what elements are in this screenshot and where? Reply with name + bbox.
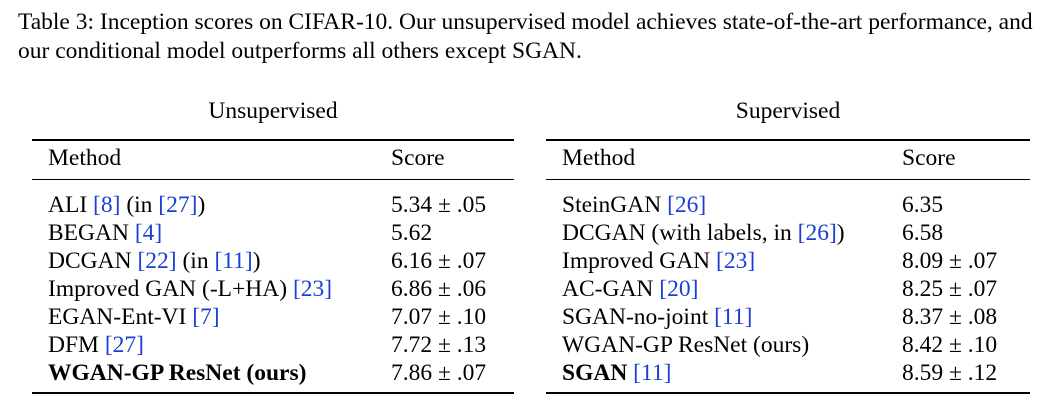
method-text: BEGAN — [48, 220, 135, 246]
method-cell: SGAN [11] — [546, 359, 902, 387]
citation-link[interactable]: [4] — [134, 220, 163, 246]
table-row: Improved GAN (-L+HA) [23] 6.86 ± .06 — [32, 275, 514, 303]
citation-link[interactable]: [22] — [137, 248, 177, 274]
table-row: Improved GAN [23] 8.09 ± .07 — [546, 247, 1030, 275]
table-row: WGAN-GP ResNet (ours) 7.86 ± .07 — [32, 359, 514, 387]
citation-link[interactable]: [26] — [797, 220, 837, 246]
score-cell: 8.37 ± .08 — [902, 304, 998, 330]
bottom-rule — [546, 392, 1030, 394]
unsupervised-table: Unsupervised Method Score ALI [8] (in [2… — [32, 96, 514, 394]
table-row: ALI [8] (in [27]) 5.34 ± .05 — [32, 191, 514, 219]
method-text: ) — [836, 220, 845, 246]
table-row: DCGAN (with labels, in [26]) 6.58 — [546, 219, 1030, 247]
mid-rule — [32, 179, 514, 180]
score-cell: 5.34 ± .05 — [391, 192, 487, 218]
top-rule — [32, 139, 514, 141]
score-cell: 6.86 ± .06 — [391, 276, 487, 302]
method-text: (in — [176, 248, 215, 274]
table-body: SteinGAN [26] 6.35 DCGAN (with labels, in … — [546, 180, 1030, 387]
method-cell: EGAN-Ent-VI [7] — [32, 303, 391, 331]
citation-link[interactable]: [11] — [714, 304, 753, 330]
score-cell: 8.42 ± .10 — [902, 332, 998, 358]
score-cell: 5.62 — [391, 220, 433, 246]
citation-link[interactable]: [26] — [667, 192, 707, 218]
score-cell: 8.59 ± .12 — [902, 360, 998, 386]
citation-link[interactable]: [7] — [192, 304, 220, 330]
citation-link[interactable]: [20] — [659, 276, 699, 302]
table-row: DFM [27] 7.72 ± .13 — [32, 331, 514, 359]
mid-rule — [546, 179, 1030, 180]
citation-link[interactable]: [27] — [104, 332, 144, 358]
method-text: SGAN-no-joint — [562, 304, 715, 330]
supervised-table: Supervised Method Score SteinGAN [26] 6.3… — [546, 96, 1030, 394]
method-text: WGAN-GP ResNet (ours) — [562, 332, 810, 358]
score-cell: 7.86 ± .07 — [391, 360, 487, 386]
table-row: SGAN [11] 8.59 ± .12 — [546, 359, 1030, 387]
method-cell: Improved GAN (-L+HA) [23] — [32, 275, 391, 303]
method-text: Improved GAN (-L+HA) — [48, 276, 293, 302]
score-cell: 8.25 ± .07 — [902, 276, 998, 302]
column-header-score: Score — [902, 145, 956, 171]
table-row: DCGAN [22] (in [11]) 6.16 ± .07 — [32, 247, 514, 275]
header-row: Method Score — [546, 141, 1030, 175]
citation-link[interactable]: [27] — [158, 192, 198, 218]
method-text: SteinGAN — [562, 192, 668, 218]
method-text: EGAN-Ent-VI — [48, 304, 193, 330]
score-cell: 7.72 ± .13 — [391, 332, 487, 358]
method-text: ) — [252, 248, 261, 274]
table-title: Unsupervised — [208, 98, 338, 124]
score-cell: 8.09 ± .07 — [902, 248, 998, 274]
method-text: (in — [120, 192, 159, 218]
column-header-method: Method — [562, 145, 636, 171]
method-cell: DFM [27] — [32, 331, 391, 359]
score-cell: 6.58 — [902, 220, 944, 246]
method-cell: AC-GAN [20] — [546, 275, 902, 303]
table-title: Supervised — [735, 98, 841, 124]
method-cell: BEGAN [4] — [32, 219, 391, 247]
score-cell: 6.35 — [902, 192, 944, 218]
column-header-method: Method — [48, 145, 122, 171]
method-cell: Improved GAN [23] — [546, 247, 902, 275]
method-cell: WGAN-GP ResNet (ours) — [32, 359, 391, 387]
method-text: ALI — [48, 192, 94, 218]
method-cell: SteinGAN [26] — [546, 191, 902, 219]
method-text: DFM — [48, 332, 105, 358]
bottom-rule — [32, 392, 514, 394]
citation-link[interactable]: [23] — [292, 276, 333, 302]
table-row: BEGAN [4] 5.62 — [32, 219, 514, 247]
method-cell: SGAN-no-joint [11] — [546, 303, 902, 331]
method-cell: WGAN-GP ResNet (ours) — [546, 331, 902, 359]
method-cell: ALI [8] (in [27]) — [32, 191, 391, 219]
column-header-score: Score — [391, 145, 445, 171]
score-cell: 6.16 ± .07 — [391, 248, 487, 274]
citation-link[interactable]: [23] — [716, 248, 756, 274]
score-cell: 7.07 ± .10 — [391, 304, 487, 330]
method-cell: DCGAN [22] (in [11]) — [32, 247, 391, 275]
method-text: DCGAN — [48, 248, 138, 274]
citation-link[interactable]: [11] — [633, 360, 672, 386]
method-cell: DCGAN (with labels, in [26]) — [546, 219, 902, 247]
header-row: Method Score — [32, 141, 514, 175]
method-text: ) — [197, 192, 206, 218]
method-text: DCGAN (with labels, in — [562, 220, 798, 246]
method-text: SGAN — [562, 360, 628, 386]
top-rule — [546, 139, 1030, 141]
table-row: AC-GAN [20] 8.25 ± .07 — [546, 275, 1030, 303]
table-row: SteinGAN [26] 6.35 — [546, 191, 1030, 219]
table-body: ALI [8] (in [27]) 5.34 ± .05 BEGAN [4] 5.62… — [32, 180, 514, 387]
citation-link[interactable]: [8] — [93, 192, 121, 218]
table-row: WGAN-GP ResNet (ours) 8.42 ± .10 — [546, 331, 1030, 359]
table-row: SGAN-no-joint [11] 8.37 ± .08 — [546, 303, 1030, 331]
citation-link[interactable]: [11] — [214, 248, 253, 274]
method-text: AC-GAN — [562, 276, 660, 302]
table-caption: Table 3: Inception scores on CIFAR-10. O… — [18, 9, 1033, 64]
table-row: EGAN-Ent-VI [7] 7.07 ± .10 — [32, 303, 514, 331]
method-text: WGAN-GP ResNet (ours) — [48, 360, 307, 386]
method-text: Improved GAN — [562, 248, 717, 274]
